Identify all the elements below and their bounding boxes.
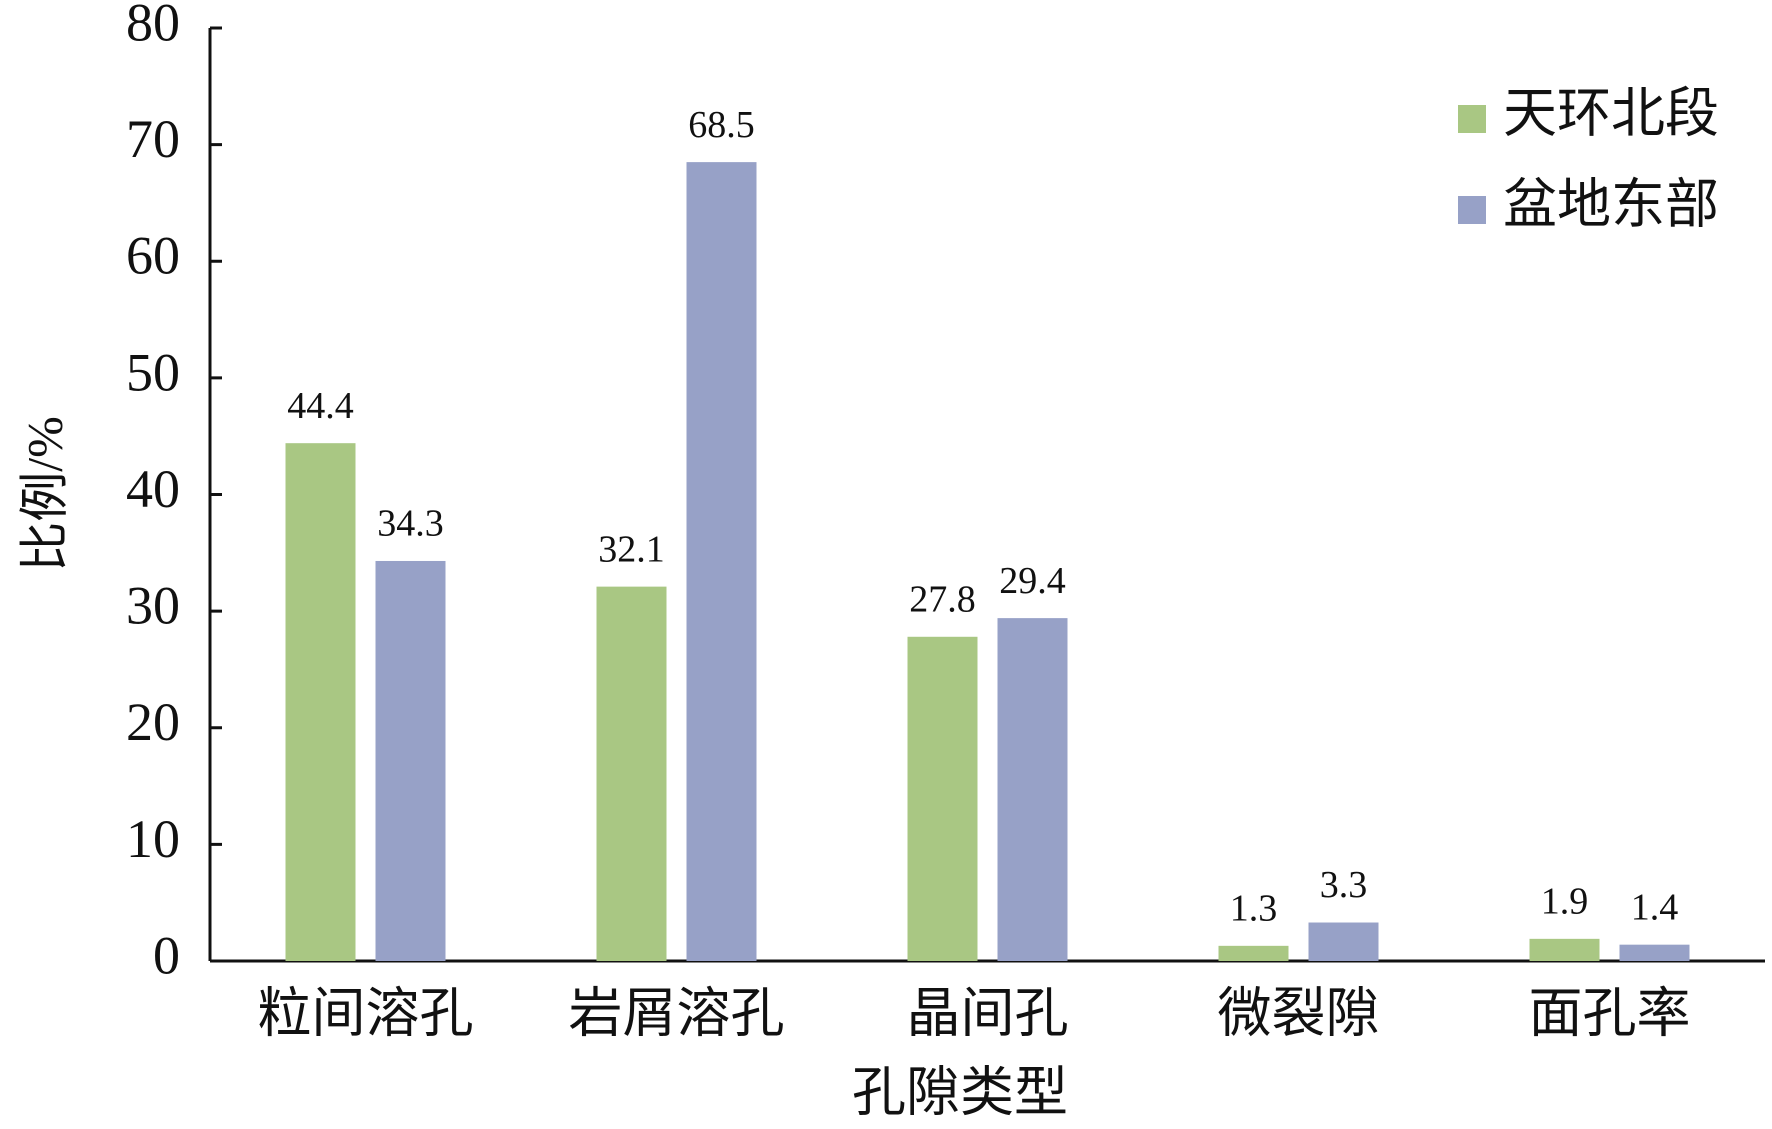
data-label: 27.8 [909,579,976,621]
bar [907,636,978,961]
y-tick-label: 60 [126,226,180,286]
bar [1218,945,1289,961]
data-label: 32.1 [598,528,665,570]
bar [1619,944,1690,961]
data-label: 1.4 [1631,886,1679,928]
legend-swatch [1458,105,1486,133]
x-tick-label: 粒间溶孔 [258,983,474,1043]
data-label: 1.3 [1230,888,1278,930]
data-label: 1.9 [1541,881,1589,923]
legend-swatch [1458,196,1486,224]
x-axis-title: 孔隙类型 [852,1062,1068,1122]
data-label: 34.3 [377,503,444,545]
x-tick-label: 岩屑溶孔 [569,983,785,1043]
bar [1308,922,1379,961]
y-tick-label: 10 [126,809,180,869]
y-tick-label: 40 [126,459,180,519]
bar [375,560,446,961]
bar [285,443,356,961]
x-tick-label: 微裂隙 [1218,983,1380,1043]
x-tick-label: 面孔率 [1529,983,1691,1043]
y-tick-label: 70 [126,109,180,169]
legend-label: 盆地东部 [1503,174,1719,234]
bar [997,618,1068,961]
bar [686,162,757,961]
y-tick-label: 80 [126,0,180,52]
data-label: 3.3 [1320,864,1368,906]
y-tick-label: 30 [126,576,180,636]
data-label: 68.5 [688,104,755,146]
bar [1529,938,1600,961]
x-tick-label: 晶间孔 [907,983,1069,1043]
y-tick-label: 0 [153,925,180,985]
data-label: 29.4 [999,560,1066,602]
legend-label: 天环北段 [1503,83,1719,143]
data-label: 44.4 [287,385,354,427]
y-tick-label: 50 [126,342,180,402]
y-tick-label: 20 [126,692,180,752]
bar [596,586,667,961]
y-axis-title: 比例/% [16,416,72,572]
